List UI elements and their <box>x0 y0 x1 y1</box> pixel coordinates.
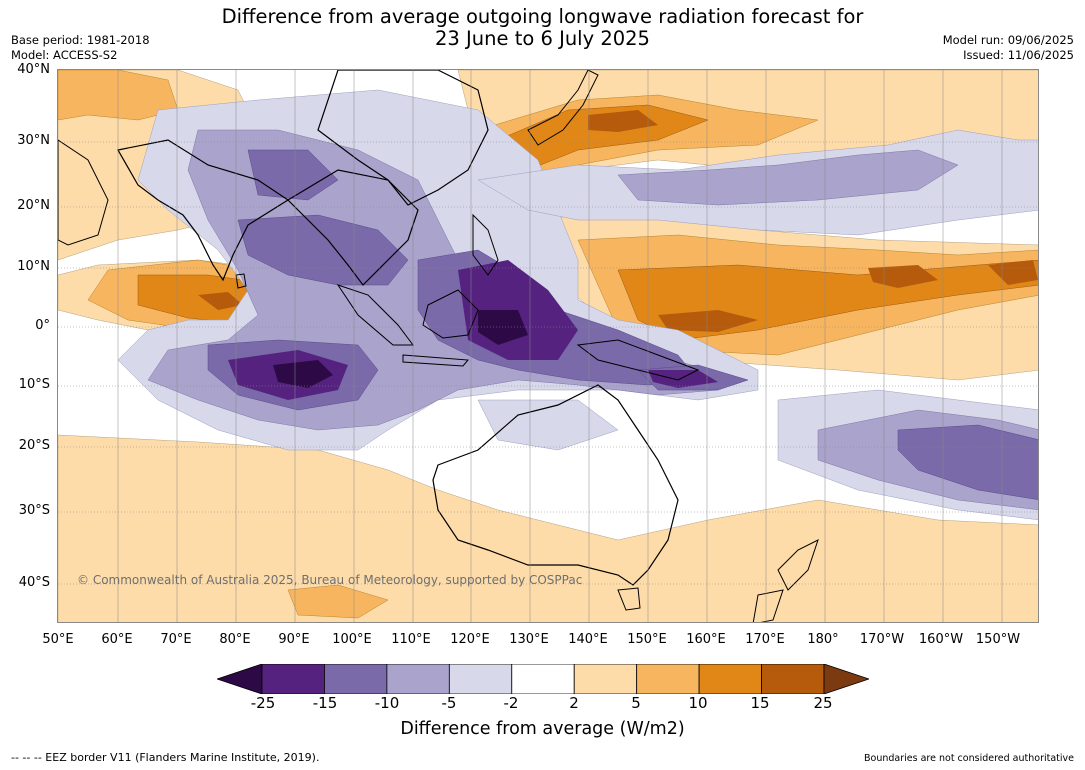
darkest-regions <box>273 310 528 388</box>
lon-label: 170°E <box>745 632 785 647</box>
map-title: Difference from average outgoing longwav… <box>0 6 1085 50</box>
colorbar-extend-low <box>215 663 263 695</box>
new-guinea-outline <box>576 339 700 381</box>
colorbar-segment <box>698 663 762 695</box>
colorbar-svg <box>215 663 871 695</box>
lat-label: 40°N <box>17 62 50 77</box>
model-name: Model: ACCESS-S2 <box>11 48 118 62</box>
lon-label: 130°E <box>509 632 549 647</box>
philippines-outline <box>472 213 499 276</box>
colorbar-tick: 15 <box>750 694 770 712</box>
base-period: Base period: 1981-2018 <box>11 33 150 47</box>
colorbar-segment <box>386 663 450 695</box>
lon-label: 110°E <box>391 632 431 647</box>
colorbar-tick: -25 <box>250 694 276 712</box>
colorbar-tick: 10 <box>688 694 708 712</box>
lon-label: 100°E <box>332 632 372 647</box>
lon-label: 160°E <box>686 632 726 647</box>
olr-anomaly-map <box>58 70 1038 622</box>
colorbar-segment <box>448 663 513 695</box>
new-zealand-outline <box>752 539 819 622</box>
australia-outline <box>432 384 679 586</box>
arabia-outline <box>58 139 109 246</box>
java-outline <box>402 354 470 367</box>
japan-outline <box>527 70 599 146</box>
lat-label: 0° <box>35 318 50 333</box>
colorbar-title: Difference from average (W/m2) <box>400 719 685 739</box>
lon-label: 160°W <box>918 632 964 647</box>
model-run: Model run: 09/06/2025 <box>942 33 1074 47</box>
lon-label: 170°W <box>859 632 905 647</box>
colorbar-tick: 5 <box>631 694 641 712</box>
colorbar-segment <box>636 663 700 695</box>
colorbar-tick: -2 <box>503 694 519 712</box>
colorbar-tick: -15 <box>312 694 338 712</box>
lat-label: 30°N <box>17 133 50 148</box>
lon-label: 80°E <box>219 632 251 647</box>
lat-label: 40°S <box>18 575 50 590</box>
colorbar-segment <box>511 663 575 695</box>
colorbar-segment <box>324 663 388 695</box>
lon-label: 120°E <box>450 632 490 647</box>
lon-label: 70°E <box>160 632 192 647</box>
lat-label: 10°S <box>18 377 50 392</box>
title-line-2: 23 June to 6 July 2025 <box>435 27 650 50</box>
colorbar-tick: -10 <box>374 694 400 712</box>
china-coast-outline <box>317 70 489 206</box>
borneo-outline <box>422 289 479 339</box>
sri-lanka-outline <box>235 273 247 289</box>
colorbar-segment <box>761 663 825 695</box>
lon-label: 60°E <box>101 632 133 647</box>
indochina-outline <box>287 169 419 286</box>
lat-label: 10°N <box>17 259 50 274</box>
colorbar-extend-high <box>823 663 871 695</box>
lat-label: 20°S <box>18 438 50 453</box>
lon-label: 150°W <box>975 632 1021 647</box>
brown-regions <box>198 110 1038 332</box>
colorbar-tick: -5 <box>441 694 457 712</box>
lat-label: 30°S <box>18 503 50 518</box>
colorbar-segment <box>573 663 638 695</box>
title-line-1: Difference from average outgoing longwav… <box>221 5 864 28</box>
colorbar-tick: 2 <box>569 694 579 712</box>
meta-right: Model run: 09/06/2025 Issued: 11/06/2025 <box>943 33 1074 63</box>
map-panel <box>57 69 1039 623</box>
lat-label: 20°N <box>17 198 50 213</box>
colorbar-segment <box>261 663 325 695</box>
lon-label: 140°E <box>568 632 608 647</box>
india-outline <box>117 139 290 282</box>
lon-label: 90°E <box>278 632 310 647</box>
boundaries-disclaimer: Boundaries are not considered authoritat… <box>864 753 1074 764</box>
lon-label: 150°E <box>627 632 667 647</box>
meta-left: Base period: 1981-2018 Model: ACCESS-S2 <box>11 33 150 63</box>
lon-label: 50°E <box>42 632 74 647</box>
lon-label: 180° <box>807 632 839 647</box>
copyright-notice: © Commonwealth of Australia 2025, Bureau… <box>77 573 583 587</box>
issued-date: Issued: 11/06/2025 <box>963 48 1074 62</box>
colorbar-tick: 25 <box>813 694 833 712</box>
colorbar <box>215 663 871 695</box>
meridians <box>117 70 1003 622</box>
tasmania-outline <box>617 587 641 611</box>
eez-border-note: -- -- -- EEZ border V11 (Flanders Marine… <box>11 751 320 764</box>
